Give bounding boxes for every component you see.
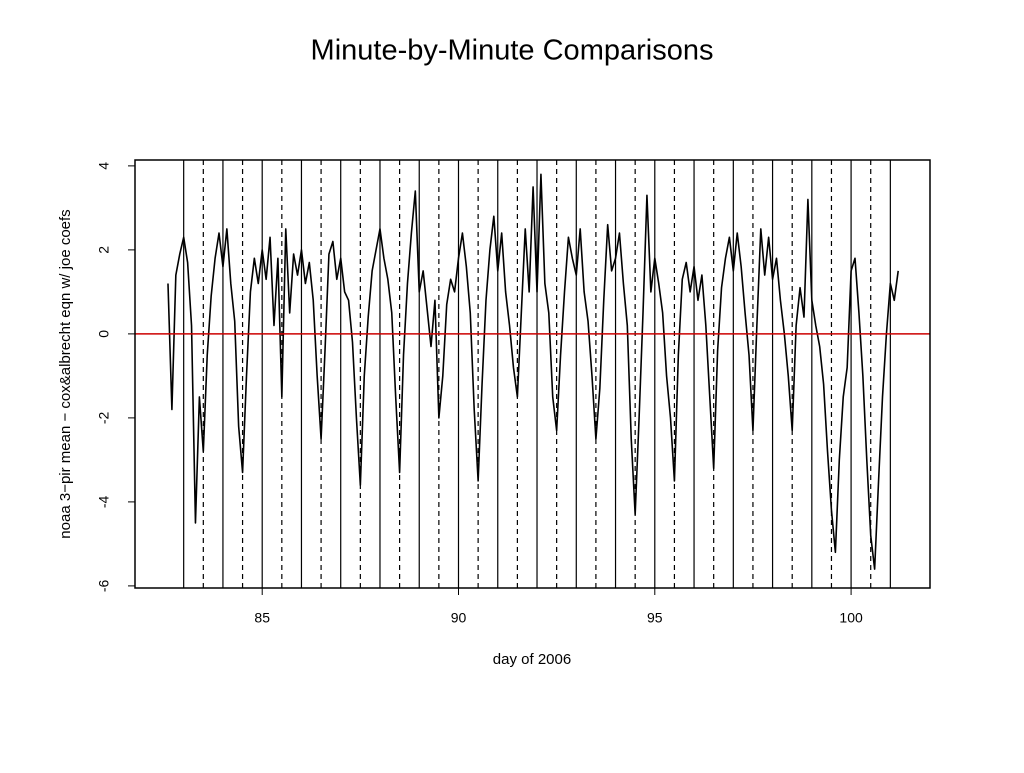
y-tick-label: 2 bbox=[96, 246, 112, 254]
y-tick-label: -6 bbox=[96, 579, 112, 592]
y-tick-label: -2 bbox=[96, 411, 112, 424]
y-tick-label: 0 bbox=[96, 330, 112, 338]
x-tick-label: 100 bbox=[839, 610, 863, 626]
x-tick-label: 90 bbox=[451, 610, 467, 626]
data-line bbox=[167, 173, 899, 570]
x-axis-label: day of 2006 bbox=[493, 651, 571, 668]
x-tick-label: 85 bbox=[254, 610, 270, 626]
chart-title: Minute-by-Minute Comparisons bbox=[311, 35, 714, 67]
x-tick-label: 95 bbox=[647, 610, 663, 626]
y-tick-label: -4 bbox=[96, 495, 112, 508]
y-axis-label: noaa 3−pir mean − cox&albrecht eqn w/ jo… bbox=[57, 209, 74, 538]
plot-frame bbox=[134, 159, 931, 589]
y-tick-label: 4 bbox=[96, 162, 112, 170]
